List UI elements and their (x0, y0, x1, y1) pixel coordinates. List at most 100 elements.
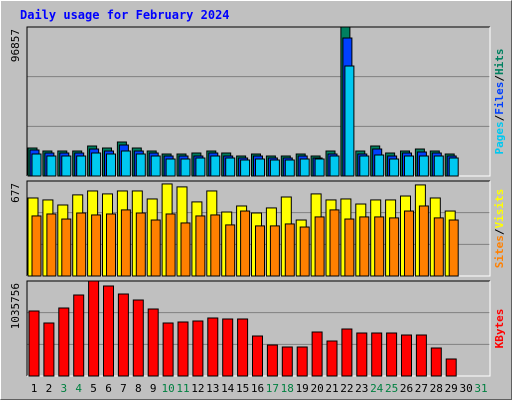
bar (135, 212, 146, 277)
x-tick-label: 28 (430, 382, 443, 395)
bar (165, 158, 176, 177)
x-tick-label: 23 (355, 382, 368, 395)
bar (210, 155, 221, 177)
legend-entry: KBytes (493, 309, 506, 349)
x-tick-label: 14 (221, 382, 235, 395)
bar (61, 155, 72, 177)
bar (120, 150, 131, 177)
x-tick-label: 1 (31, 382, 38, 395)
x-tick-label: 16 (251, 382, 264, 395)
bar (117, 293, 129, 377)
bar (237, 318, 249, 377)
legend: Pages/Files/Hits (493, 49, 506, 155)
bar (46, 155, 57, 177)
bar (311, 331, 323, 377)
x-tick-label: 30 (459, 382, 472, 395)
bar (418, 205, 429, 277)
bar (255, 158, 265, 177)
bar (147, 308, 159, 377)
legend: KBytes (493, 309, 506, 349)
bar (269, 225, 280, 277)
bar (150, 219, 161, 277)
bar (180, 222, 191, 277)
x-tick-label: 12 (191, 382, 204, 395)
bar (46, 213, 57, 277)
bar (103, 285, 114, 377)
bar (76, 155, 87, 177)
bar (255, 225, 265, 277)
x-tick-label: 5 (90, 382, 97, 395)
bar (91, 214, 102, 277)
bar (106, 153, 116, 177)
bar (207, 317, 219, 377)
bar (448, 157, 459, 177)
bar (430, 347, 442, 377)
bar (88, 280, 100, 377)
bar (76, 212, 87, 277)
legend-entry: Files (493, 82, 506, 115)
bar (43, 322, 55, 377)
bar (344, 218, 355, 277)
y-tick-label: 96857 (9, 29, 22, 62)
bar (341, 328, 353, 377)
bar (281, 346, 293, 377)
bar (192, 320, 204, 377)
bar (195, 215, 206, 277)
bar (165, 213, 176, 277)
legend: Sites/Visits (493, 189, 506, 269)
x-tick-label: 31 (474, 382, 487, 395)
bar (374, 154, 385, 177)
legend-separator: / (493, 114, 506, 121)
bar (225, 157, 236, 177)
bar (150, 155, 161, 177)
bar (329, 155, 340, 177)
bar (433, 217, 444, 277)
x-tick-label: 4 (75, 382, 82, 395)
bar (433, 155, 444, 177)
legend-entry: Sites (493, 235, 506, 268)
bar (222, 318, 234, 377)
y-tick-label: 1035756 (9, 283, 22, 329)
bar (240, 210, 251, 277)
bar (299, 158, 310, 177)
bar (135, 153, 146, 177)
bar (404, 155, 414, 177)
bar (386, 332, 398, 377)
bar (31, 153, 42, 177)
bar (210, 214, 221, 277)
bar (73, 294, 85, 377)
bar (445, 358, 457, 377)
x-tick-label: 6 (105, 382, 112, 395)
bar (448, 219, 459, 277)
bar (284, 223, 295, 277)
bar (180, 158, 191, 177)
x-tick-label: 18 (281, 382, 294, 395)
bar (177, 321, 189, 377)
x-tick-label: 22 (340, 382, 353, 395)
x-tick-label: 29 (445, 382, 458, 395)
panel-border (26, 180, 490, 276)
bar (329, 209, 340, 277)
x-tick-label: 13 (206, 382, 219, 395)
bar (344, 65, 355, 177)
x-tick-label: 20 (310, 382, 323, 395)
x-tick-label: 10 (161, 382, 174, 395)
bar (240, 159, 251, 177)
bar (296, 346, 308, 377)
legend-entry: Pages (493, 121, 506, 154)
x-tick-label: 11 (176, 382, 189, 395)
bar (162, 322, 174, 377)
bar (299, 226, 310, 277)
legend-separator: / (493, 75, 506, 82)
legend-entry: Visits (493, 189, 506, 229)
bar (314, 158, 325, 177)
bar (266, 344, 278, 377)
x-tick-label: 15 (236, 382, 249, 395)
bar (359, 155, 370, 177)
bar (269, 159, 280, 177)
x-tick-label: 3 (60, 382, 67, 395)
x-tick-label: 25 (385, 382, 398, 395)
bar (28, 310, 40, 377)
